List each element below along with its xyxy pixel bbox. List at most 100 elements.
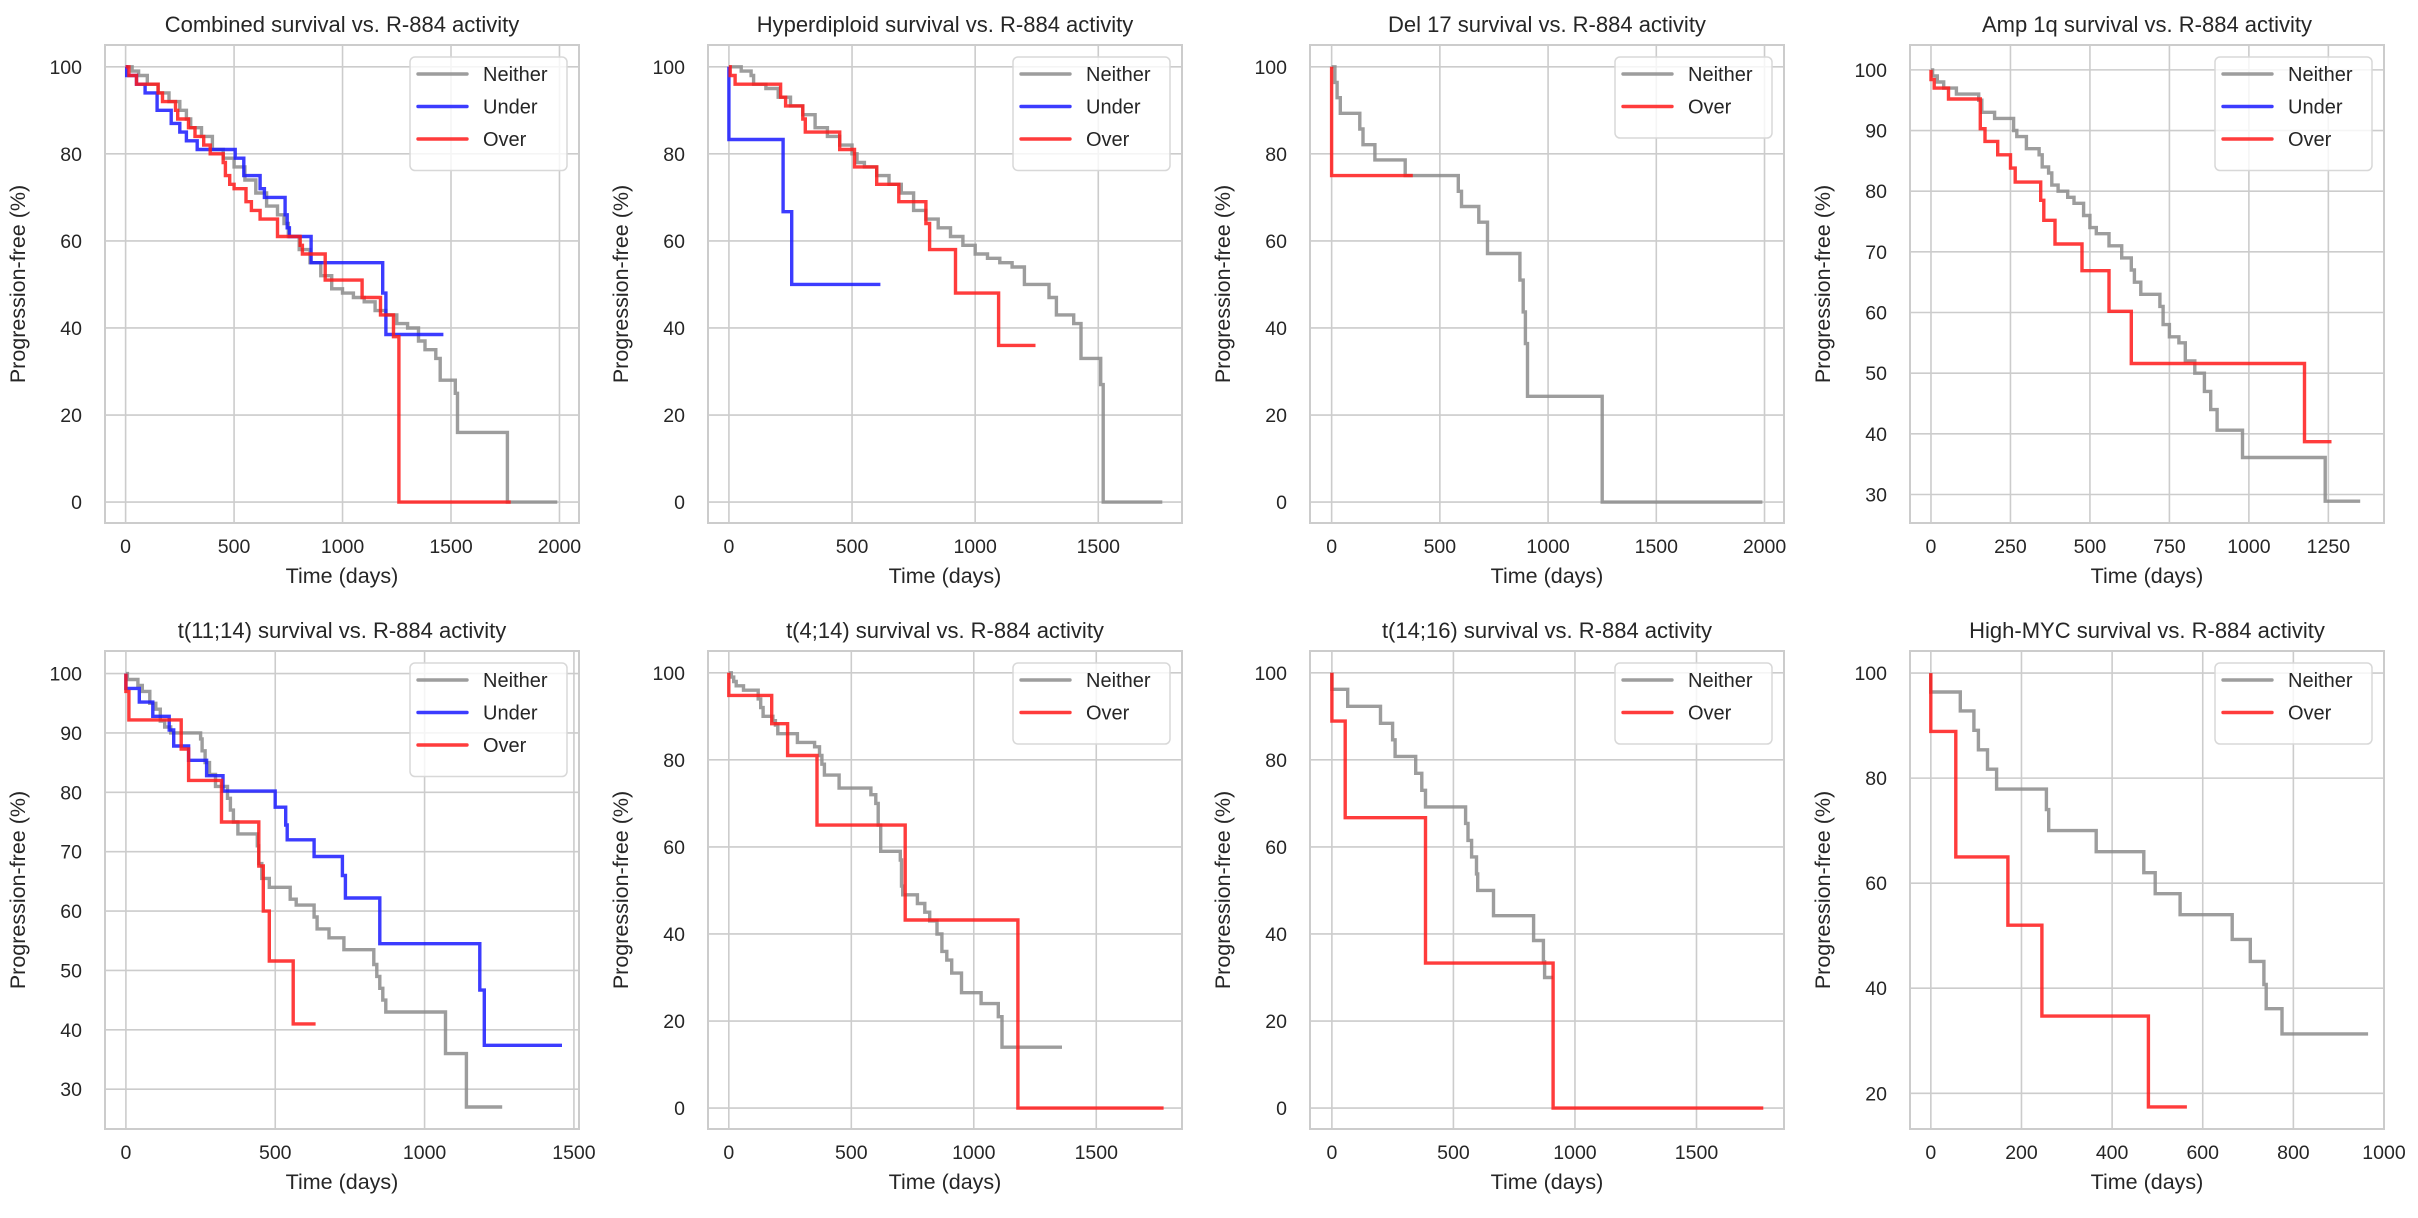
- x-tick-label: 0: [1925, 1142, 1936, 1164]
- legend-label-neither: Neither: [2288, 64, 2353, 86]
- series-group: [124, 671, 562, 1109]
- y-tick-label: 20: [1265, 1011, 1287, 1033]
- y-tick-label: 60: [1865, 873, 1887, 895]
- legend-label-neither: Neither: [1086, 670, 1151, 692]
- y-tick-label: 20: [1865, 1083, 1887, 1105]
- y-tick-label: 80: [1265, 144, 1287, 166]
- legend-box: [409, 662, 568, 778]
- y-tick-label: 20: [663, 405, 685, 427]
- panel-title: t(11;14) survival vs. R-884 activity: [178, 618, 506, 643]
- x-tick-label: 0: [1926, 536, 1937, 558]
- panel-title: High-MYC survival vs. R-884 activity: [1969, 618, 2325, 643]
- x-tick-label: 400: [2096, 1142, 2129, 1164]
- y-tick-label: 90: [60, 723, 82, 745]
- axes-frame: [104, 650, 580, 1130]
- x-tick-label: 750: [2153, 536, 2186, 558]
- x-tick-label: 200: [2005, 1142, 2038, 1164]
- x-tick-label: 500: [259, 1142, 292, 1164]
- y-tick-label: 50: [1865, 363, 1887, 385]
- y-tick-label: 90: [1865, 121, 1887, 143]
- x-tick-label: 1500: [552, 1142, 596, 1164]
- y-tick-label: 50: [60, 960, 82, 982]
- y-tick-label: 100: [652, 663, 685, 685]
- series-line-neither: [1330, 672, 1554, 980]
- panel-hyperdiploid-survival-vs-r-884-activity: Hyperdiploid survival vs. R-884 activity…: [609, 12, 1183, 588]
- y-tick-label: 0: [674, 1098, 685, 1120]
- x-tick-label: 1500: [1635, 536, 1679, 558]
- y-tick-label: 60: [60, 901, 82, 923]
- y-tick-label: 30: [60, 1079, 82, 1101]
- series-line-neither: [728, 65, 1163, 504]
- panel-title: Amp 1q survival vs. R-884 activity: [1982, 12, 2312, 37]
- y-tick-label: 20: [663, 1011, 685, 1033]
- series-group: [1929, 673, 2369, 1109]
- x-tick-label: 500: [1437, 1142, 1470, 1164]
- legend-label-neither: Neither: [1688, 670, 1753, 692]
- x-tick-label: 1500: [1077, 536, 1121, 558]
- y-tick-label: 60: [1865, 303, 1887, 325]
- series-line-under: [124, 673, 562, 1047]
- panel-combined-survival-vs-r-884-activity: Combined survival vs. R-884 activity 0 500…: [6, 12, 581, 588]
- x-tick-label: 1000: [952, 1142, 996, 1164]
- y-tick-label: 40: [1265, 318, 1287, 340]
- legend-label-under: Under: [1086, 97, 1141, 119]
- x-tick-label: 0: [724, 536, 735, 558]
- y-tick-label: 100: [1854, 60, 1887, 82]
- x-axis-label: Time (days): [1491, 564, 1604, 588]
- axes-frame: [1309, 650, 1785, 1130]
- series-line-over: [1929, 69, 2332, 444]
- y-tick-label: 60: [1265, 837, 1287, 859]
- series-line-under: [125, 65, 444, 337]
- y-axis-label: Progression-free (%): [1811, 791, 1835, 989]
- y-tick-label: 60: [663, 837, 685, 859]
- legend-box: [2214, 56, 2373, 172]
- legend: Neither Under Over: [409, 56, 568, 172]
- series-group: [1329, 65, 1763, 504]
- legend-label-over: Over: [1086, 703, 1130, 725]
- y-tick-label: 40: [1265, 924, 1287, 946]
- y-tick-label: 80: [1265, 750, 1287, 772]
- legend-label-under: Under: [483, 97, 538, 119]
- x-axis-label: Time (days): [889, 1170, 1002, 1194]
- legend-label-over: Over: [2288, 129, 2332, 151]
- panel-t-4-14-survival-vs-r-884-activity: t(4;14) survival vs. R-884 activity 0 500 1…: [609, 618, 1183, 1194]
- legend-label-under: Under: [483, 703, 538, 725]
- legend-box: [1614, 662, 1773, 745]
- x-axis-label: Time (days): [889, 564, 1002, 588]
- x-tick-label: 1000: [2227, 536, 2271, 558]
- y-axis-label: Progression-free (%): [6, 791, 30, 989]
- legend: Neither Under Over: [2214, 56, 2373, 172]
- legend-label-under: Under: [2288, 97, 2343, 119]
- legend: Neither Over: [1012, 662, 1171, 745]
- gridlines: [708, 651, 1182, 1129]
- axes-frame: [1909, 44, 2385, 524]
- y-tick-label: 100: [1854, 663, 1887, 685]
- series-line-neither: [728, 671, 1062, 1049]
- series-line-over: [1330, 672, 1764, 1110]
- y-tick-label: 0: [71, 492, 82, 514]
- y-tick-label: 60: [1265, 231, 1287, 253]
- legend-label-neither: Neither: [483, 64, 548, 86]
- legend: Neither Over: [2214, 662, 2373, 745]
- y-tick-label: 20: [1265, 405, 1287, 427]
- series-line-over: [125, 65, 511, 504]
- x-tick-label: 1000: [1526, 536, 1570, 558]
- panel-t-11-14-survival-vs-r-884-activity: t(11;14) survival vs. R-884 activity 0 500…: [6, 618, 596, 1194]
- x-tick-label: 800: [2277, 1142, 2310, 1164]
- legend-label-over: Over: [483, 129, 527, 151]
- y-axis-label: Progression-free (%): [1811, 185, 1835, 383]
- panel-title: Combined survival vs. R-884 activity: [165, 12, 520, 37]
- x-tick-label: 1250: [2307, 536, 2351, 558]
- series-line-neither: [1929, 673, 2369, 1036]
- axes-frame: [104, 44, 580, 524]
- x-tick-label: 0: [1326, 1142, 1337, 1164]
- legend-label-neither: Neither: [1688, 64, 1753, 86]
- y-tick-label: 80: [60, 144, 82, 166]
- legend-box: [409, 56, 568, 172]
- panel-title: t(4;14) survival vs. R-884 activity: [786, 618, 1104, 643]
- y-tick-label: 0: [674, 492, 685, 514]
- y-tick-label: 30: [1865, 484, 1887, 506]
- gridlines: [1310, 651, 1784, 1129]
- series-line-under: [727, 66, 881, 287]
- axes-frame: [1909, 650, 2385, 1130]
